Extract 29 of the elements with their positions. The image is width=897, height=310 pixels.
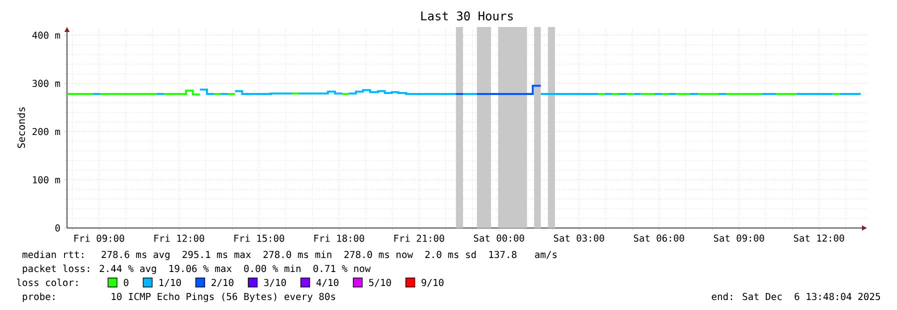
legend-label: 0 bbox=[124, 278, 128, 286]
y-tick-label: 100 m bbox=[33, 176, 60, 184]
x-tick-label: Fri 18:00 bbox=[314, 234, 364, 242]
x-tick-label: Fri 15:00 bbox=[234, 234, 284, 242]
y-tick-label: 400 m bbox=[32, 32, 60, 39]
y-axis-title: Seconds bbox=[17, 107, 26, 148]
x-tick-label: Sat 12:00 bbox=[794, 234, 844, 242]
x-tick-label: Fri 21:00 bbox=[394, 234, 444, 242]
y-tick-label: 200 m bbox=[32, 128, 60, 136]
legend-label: 9/10 bbox=[422, 278, 444, 287]
legend-label: 5/10 bbox=[369, 278, 391, 287]
y-tick-label: 300 m bbox=[32, 80, 60, 87]
x-tick-label: Fri 12:00 bbox=[154, 234, 204, 242]
legend-label: 4/10 bbox=[316, 278, 338, 287]
legend-label: 2/10 bbox=[212, 278, 234, 287]
legend-label: 1/10 bbox=[160, 278, 181, 287]
x-tick-label: Sat 09:00 bbox=[714, 234, 764, 242]
text: median rtt: 278.6 ms avg 295.1 ms max 278.0 ms min 278.0 ms now 2.0 ms sd 137.8 am/s bbox=[22, 250, 557, 260]
x-tick-label: Fri 09:00 bbox=[74, 234, 124, 242]
legend-title: loss color: bbox=[16, 278, 78, 286]
x-tick-label: Sat 03:00 bbox=[554, 234, 604, 242]
chart-title: Last 30 Hours bbox=[421, 11, 513, 20]
legend-label: 3/10 bbox=[264, 278, 286, 287]
x-tick-label: Sat 00:00 bbox=[474, 234, 524, 242]
y-tick-label: 0 bbox=[55, 224, 60, 232]
text: packet loss: 2.44 % avg 19.06 % max 0.00 % min 0.71 % now bbox=[22, 264, 371, 274]
text: probe: 10 ICMP Echo Pings (56 Bytes) every 80s bbox=[22, 292, 336, 302]
text: end: Sat Dec 6 13:48:04 2025 bbox=[712, 292, 880, 300]
x-tick-label: Sat 06:00 bbox=[634, 234, 684, 242]
